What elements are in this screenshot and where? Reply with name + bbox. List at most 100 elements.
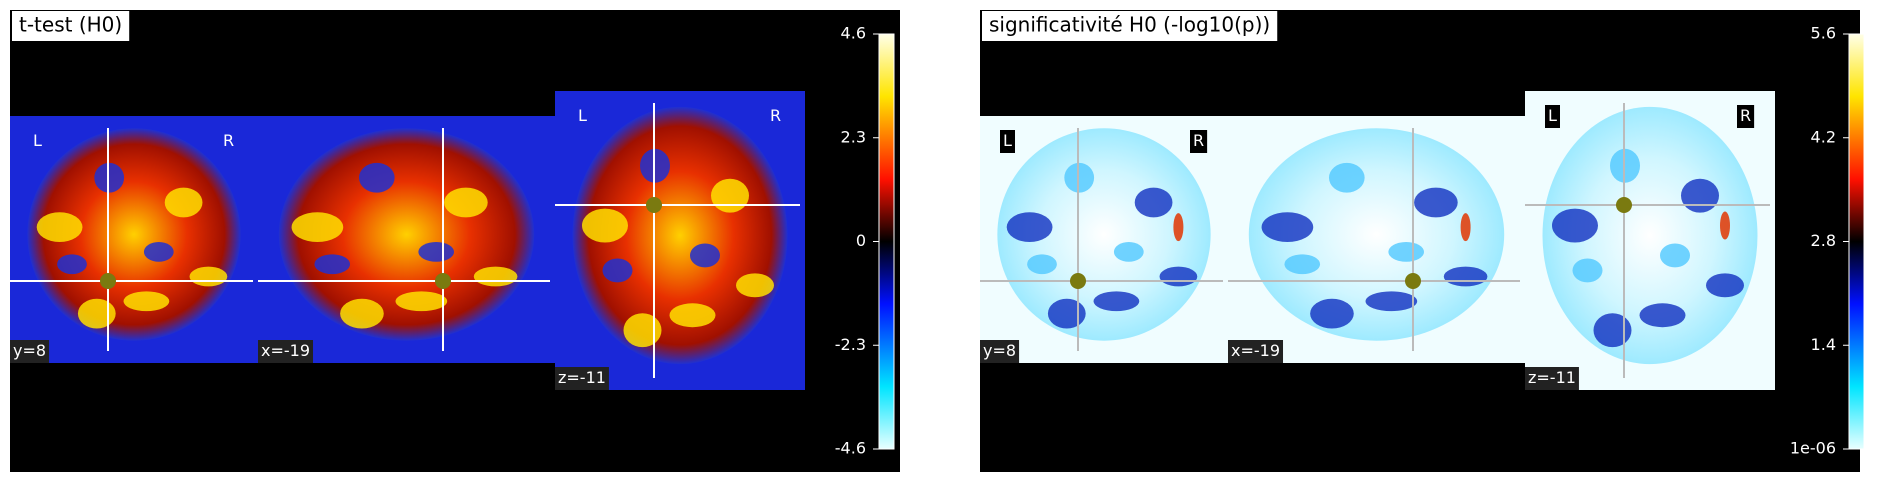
blob	[1443, 266, 1488, 287]
label: R	[223, 131, 234, 150]
colorbar-tick-label: 5.6	[1811, 24, 1836, 43]
blob	[1113, 241, 1144, 262]
cursor-dot	[1405, 273, 1421, 289]
blob	[314, 254, 351, 275]
blob	[1027, 254, 1057, 275]
blob	[1159, 266, 1198, 287]
colorbar-tick-label: -2.3	[835, 335, 866, 354]
blob	[123, 291, 170, 312]
brain-slice	[258, 116, 555, 363]
colorbar-tick-label: 4.2	[1811, 127, 1836, 146]
brain	[997, 128, 1211, 341]
brain	[27, 128, 241, 341]
blob	[582, 208, 628, 243]
label: x=-19	[1231, 341, 1280, 360]
blob	[358, 162, 395, 193]
brain-slice	[1525, 91, 1775, 390]
label: L	[1548, 106, 1557, 125]
label-box	[30, 130, 45, 153]
blob	[1365, 291, 1418, 312]
blob	[602, 258, 633, 283]
blob	[1681, 178, 1719, 213]
title-box	[982, 11, 1278, 41]
blob	[57, 254, 87, 275]
cursor-dot	[1616, 197, 1632, 213]
blob	[1552, 208, 1598, 243]
label-box	[575, 105, 590, 128]
label-box	[1190, 130, 1208, 153]
colorbar-tick-label: 2.3	[841, 127, 866, 146]
blob	[1310, 298, 1354, 329]
blob	[36, 212, 83, 243]
blob	[623, 313, 662, 348]
blob	[711, 178, 749, 213]
blob	[736, 273, 774, 298]
cursor-dot	[646, 197, 662, 213]
blob	[1414, 187, 1458, 218]
label: z=-11	[1528, 368, 1576, 387]
blob	[94, 162, 125, 193]
label-box	[220, 130, 238, 153]
label-box	[1525, 367, 1579, 390]
label: y=8	[983, 341, 1016, 360]
label: L	[1003, 131, 1012, 150]
label-box	[1737, 105, 1755, 128]
blob	[143, 241, 174, 262]
label-box	[1545, 105, 1560, 128]
blob	[189, 266, 228, 287]
blob	[1047, 298, 1086, 329]
blob	[1660, 243, 1690, 268]
label-box	[555, 367, 609, 390]
label: L	[33, 131, 42, 150]
colorbar	[878, 33, 895, 450]
brain	[1248, 128, 1505, 341]
brain-slice	[10, 116, 258, 363]
label-box	[980, 340, 1020, 363]
label: R	[770, 106, 781, 125]
blob	[395, 291, 448, 312]
brain-slice	[1228, 116, 1525, 363]
label-box	[10, 340, 50, 363]
label: x=-19	[261, 341, 310, 360]
blob	[164, 187, 203, 218]
label: R	[1193, 131, 1204, 150]
blob	[1720, 211, 1730, 240]
blob	[1388, 241, 1425, 262]
colorbar-tick-label: 1e-06	[1790, 439, 1836, 458]
brain-slice	[555, 91, 805, 390]
title-box	[12, 11, 130, 41]
blob	[77, 298, 116, 329]
blob	[473, 266, 518, 287]
label-box	[258, 340, 314, 363]
brain-slice	[980, 116, 1228, 363]
colorbar	[1848, 33, 1865, 450]
blob	[1093, 291, 1140, 312]
brain	[572, 106, 788, 365]
brain	[278, 128, 535, 341]
label-box	[1228, 340, 1284, 363]
blob	[1173, 213, 1184, 242]
blob	[1572, 258, 1603, 283]
colorbar-tick-label: 1.4	[1811, 335, 1836, 354]
panel-title: t-test (H0)	[19, 13, 122, 37]
label-box	[767, 105, 785, 128]
blob	[1460, 213, 1471, 242]
blob	[1328, 162, 1365, 193]
blob	[1006, 212, 1053, 243]
label: L	[578, 106, 587, 125]
label: y=8	[13, 341, 46, 360]
panel-title: significativité H0 (-log10(p))	[989, 13, 1270, 37]
cursor-dot	[435, 273, 451, 289]
blob	[1593, 313, 1632, 348]
blob	[690, 243, 720, 268]
label: R	[1740, 106, 1751, 125]
blob	[291, 212, 344, 243]
blob	[1706, 273, 1744, 298]
cursor-dot	[1070, 273, 1086, 289]
colorbar-tick-label: 0	[856, 231, 866, 250]
colorbar-tick-label: -4.6	[835, 439, 866, 458]
cursor-dot	[100, 273, 116, 289]
blob	[444, 187, 488, 218]
colorbar-tick-label: 4.6	[841, 24, 866, 43]
